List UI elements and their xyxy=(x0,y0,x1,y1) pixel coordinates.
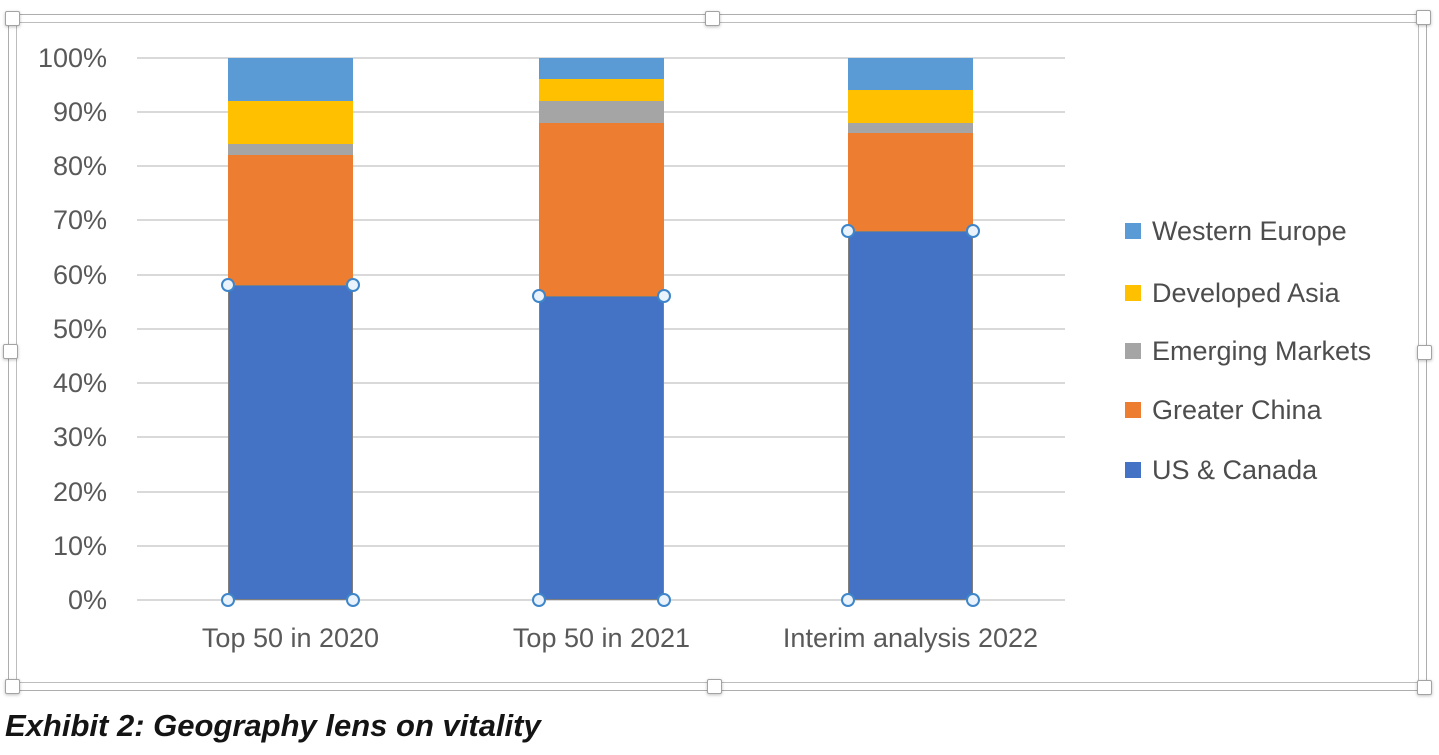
legend-label: Greater China xyxy=(1152,394,1322,425)
y-axis-tick-label[interactable]: 100% xyxy=(37,42,107,73)
series-point-handle[interactable] xyxy=(532,593,546,607)
legend-swatch-icon xyxy=(1125,343,1141,359)
series-point-handle[interactable] xyxy=(966,593,980,607)
series-point-handle[interactable] xyxy=(657,593,671,607)
resize-handle-top-left[interactable] xyxy=(5,11,20,26)
y-axis-tick-label[interactable]: 0% xyxy=(67,585,107,615)
bar-segment-greater-china[interactable] xyxy=(228,155,353,286)
series-point-handle[interactable] xyxy=(221,593,235,607)
legend-label: Developed Asia xyxy=(1152,277,1340,308)
y-axis-tick-label[interactable]: 70% xyxy=(52,205,107,236)
y-axis-tick-label[interactable]: 10% xyxy=(52,530,107,561)
legend-item-developed-asia[interactable]: Developed Asia xyxy=(1125,277,1340,309)
y-axis-tick-label[interactable]: 80% xyxy=(52,151,107,181)
bar-segment-us-canada[interactable] xyxy=(228,285,353,600)
series-point-handle[interactable] xyxy=(346,593,360,607)
legend-item-western-europe[interactable]: Western Europe xyxy=(1125,215,1347,247)
bar-segment-greater-china[interactable] xyxy=(848,133,973,232)
resize-handle-bottom-left[interactable] xyxy=(5,679,20,694)
series-point-handle[interactable] xyxy=(841,593,855,607)
resize-handle-bottom-right[interactable] xyxy=(1417,680,1432,695)
y-axis-tick-label[interactable]: 60% xyxy=(52,259,107,290)
bar-segment-western-europe[interactable] xyxy=(228,57,353,101)
bar-segment-western-europe[interactable] xyxy=(539,57,664,80)
legend-item-greater-china[interactable]: Greater China xyxy=(1125,394,1322,426)
bar-segment-us-canada[interactable] xyxy=(539,296,664,600)
gridline xyxy=(137,599,1065,601)
bar-segment-developed-asia[interactable] xyxy=(539,79,664,101)
y-axis-tick-label[interactable]: 90% xyxy=(52,96,107,127)
bar-segment-us-canada[interactable] xyxy=(848,231,973,600)
series-point-handle[interactable] xyxy=(346,278,360,293)
series-point-handle[interactable] xyxy=(657,289,671,304)
legend-item-emerging-markets[interactable]: Emerging Markets xyxy=(1125,335,1371,367)
legend-label: Western Europe xyxy=(1152,215,1347,246)
bar-segment-western-europe[interactable] xyxy=(848,57,973,91)
bar-segment-emerging-markets[interactable] xyxy=(848,122,973,134)
y-axis-tick-label[interactable]: 30% xyxy=(52,422,107,453)
resize-handle-top-right[interactable] xyxy=(1416,10,1431,25)
bar-segment-greater-china[interactable] xyxy=(539,122,664,297)
resize-handle-top-center[interactable] xyxy=(705,11,720,26)
legend-swatch-icon xyxy=(1125,462,1141,478)
legend-swatch-icon xyxy=(1125,223,1141,239)
legend-label: Emerging Markets xyxy=(1152,335,1372,366)
bar-segment-developed-asia[interactable] xyxy=(848,90,973,123)
x-axis-category-label[interactable]: Top 50 in 2021 xyxy=(512,623,691,653)
resize-handle-middle-right[interactable] xyxy=(1417,345,1432,360)
legend-item-us-canada[interactable]: US & Canada xyxy=(1125,454,1317,486)
exhibit-caption: Exhibit 2: Geography lens on vitality xyxy=(5,708,541,743)
x-axis-category-label[interactable]: Top 50 in 2020 xyxy=(201,623,380,653)
resize-handle-middle-left[interactable] xyxy=(3,344,18,359)
y-axis-tick-label[interactable]: 20% xyxy=(52,476,107,507)
series-point-handle[interactable] xyxy=(221,278,235,293)
x-axis-category-label[interactable]: Interim analysis 2022 xyxy=(782,623,1039,653)
series-point-handle[interactable] xyxy=(841,224,855,239)
y-axis-tick-label[interactable]: 50% xyxy=(52,313,107,344)
legend-swatch-icon xyxy=(1125,402,1141,418)
bar-segment-developed-asia[interactable] xyxy=(228,100,353,145)
series-point-handle[interactable] xyxy=(966,224,980,239)
bar-segment-emerging-markets[interactable] xyxy=(228,144,353,156)
legend-label: US & Canada xyxy=(1152,454,1318,485)
y-axis-tick-label[interactable]: 40% xyxy=(52,368,107,398)
resize-handle-bottom-center[interactable] xyxy=(707,679,722,694)
series-point-handle[interactable] xyxy=(532,289,546,304)
legend-swatch-icon xyxy=(1125,285,1141,301)
bar-segment-emerging-markets[interactable] xyxy=(539,100,664,123)
